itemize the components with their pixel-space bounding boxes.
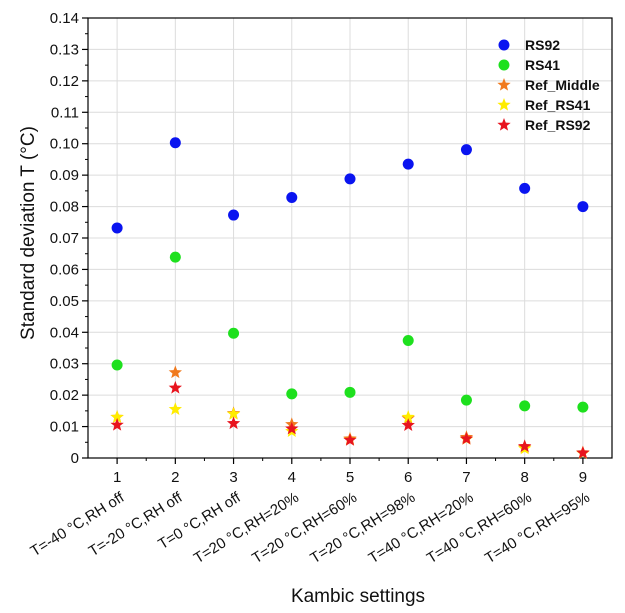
- x-category-label: T=20 °C,RH=98%: [307, 489, 418, 567]
- point-rs92: [228, 209, 240, 221]
- point-ref-rs92: [518, 439, 532, 453]
- legend-marker-ref-rs41: [497, 98, 511, 111]
- y-tick-label: 0.02: [50, 387, 79, 404]
- point-rs41: [402, 334, 414, 346]
- point-rs41: [460, 394, 472, 406]
- point-ref-rs92: [401, 418, 415, 431]
- point-ref-middle: [168, 365, 182, 379]
- x-category-label: T=20 °C,RH=20%: [191, 489, 302, 567]
- legend-marker-ref-rs92: [497, 118, 511, 131]
- x-category-label: T=40 °C,RH=95%: [482, 489, 593, 567]
- y-tick-label: 0.09: [50, 167, 79, 184]
- x-tick-label: 3: [229, 469, 237, 486]
- y-tick-label: 0.01: [50, 419, 79, 436]
- point-ref-rs92: [226, 416, 241, 430]
- x-category-label: T=-40 °C,RH off: [27, 489, 127, 561]
- x-category-label: T=40 °C,RH=20%: [366, 489, 477, 567]
- x-tick-label: 7: [462, 469, 470, 486]
- point-ref-rs92: [168, 380, 182, 394]
- point-ref-rs41: [110, 410, 124, 423]
- y-tick-label: 0.05: [50, 293, 79, 310]
- point-rs41: [344, 386, 356, 398]
- y-tick-label: 0.08: [50, 199, 79, 216]
- x-category-label: T=40 °C,RH=60%: [424, 489, 535, 567]
- y-tick-label: 0.10: [50, 136, 79, 153]
- y-tick-label: 0.12: [50, 73, 79, 90]
- legend-marker-rs41: [498, 59, 510, 71]
- legend-label-rs92: RS92: [525, 37, 560, 53]
- point-rs92: [577, 201, 589, 213]
- x-axis-title: Kambic settings: [291, 586, 425, 607]
- x-tick-label: 5: [346, 469, 354, 486]
- point-rs92: [111, 222, 123, 234]
- y-tick-label: 0.11: [51, 104, 79, 121]
- point-ref-rs41: [226, 407, 241, 420]
- point-rs92: [402, 158, 414, 170]
- point-rs41: [286, 388, 298, 400]
- legend-marker-ref-middle: [497, 78, 511, 91]
- x-tick-label: 9: [579, 469, 587, 486]
- point-rs41: [228, 327, 240, 339]
- data-points: [110, 137, 590, 459]
- y-tick-label: 0.03: [50, 356, 79, 373]
- legend: RS92 RS41 Ref_Middle Ref_RS41 Ref_RS92: [497, 37, 600, 133]
- legend-label-ref-rs41: Ref_RS41: [525, 97, 591, 113]
- y-tick-label: 0.06: [50, 261, 79, 278]
- point-ref-rs92: [110, 418, 124, 431]
- x-tick-label: 6: [404, 469, 412, 486]
- point-rs92: [169, 137, 181, 149]
- y-tick-label: 0: [71, 450, 79, 467]
- point-ref-rs92: [285, 421, 299, 435]
- point-ref-rs92: [576, 445, 590, 459]
- y-axis-title: Standard deviation T (°C): [18, 126, 39, 340]
- point-rs41: [577, 401, 589, 413]
- point-rs92: [460, 144, 472, 156]
- point-ref-rs92: [459, 431, 474, 445]
- point-rs41: [519, 400, 531, 412]
- legend-label-ref-rs92: Ref_RS92: [525, 117, 591, 133]
- x-tick-label: 8: [520, 469, 528, 486]
- y-tick-label: 0.13: [50, 41, 79, 58]
- legend-label-rs41: RS41: [525, 57, 560, 73]
- point-rs92: [344, 173, 356, 185]
- x-category-label: T=20 °C,RH=60%: [249, 489, 360, 567]
- y-tick-label: 0.04: [50, 324, 79, 341]
- point-ref-rs41: [401, 410, 415, 423]
- point-rs92: [286, 191, 298, 203]
- legend-marker-rs92: [498, 39, 510, 51]
- y-tick-label: 0.07: [50, 230, 79, 247]
- point-ref-rs41: [168, 402, 182, 415]
- point-rs41: [111, 359, 123, 371]
- point-rs92: [519, 182, 531, 194]
- point-rs41: [169, 251, 181, 263]
- point-ref-rs92: [343, 433, 357, 446]
- y-tick-label: 0.14: [50, 10, 79, 27]
- legend-label-ref-middle: Ref_Middle: [525, 77, 600, 93]
- x-tick-label: 4: [288, 469, 296, 486]
- x-tick-label: 2: [171, 469, 179, 486]
- x-tick-label: 1: [113, 469, 121, 486]
